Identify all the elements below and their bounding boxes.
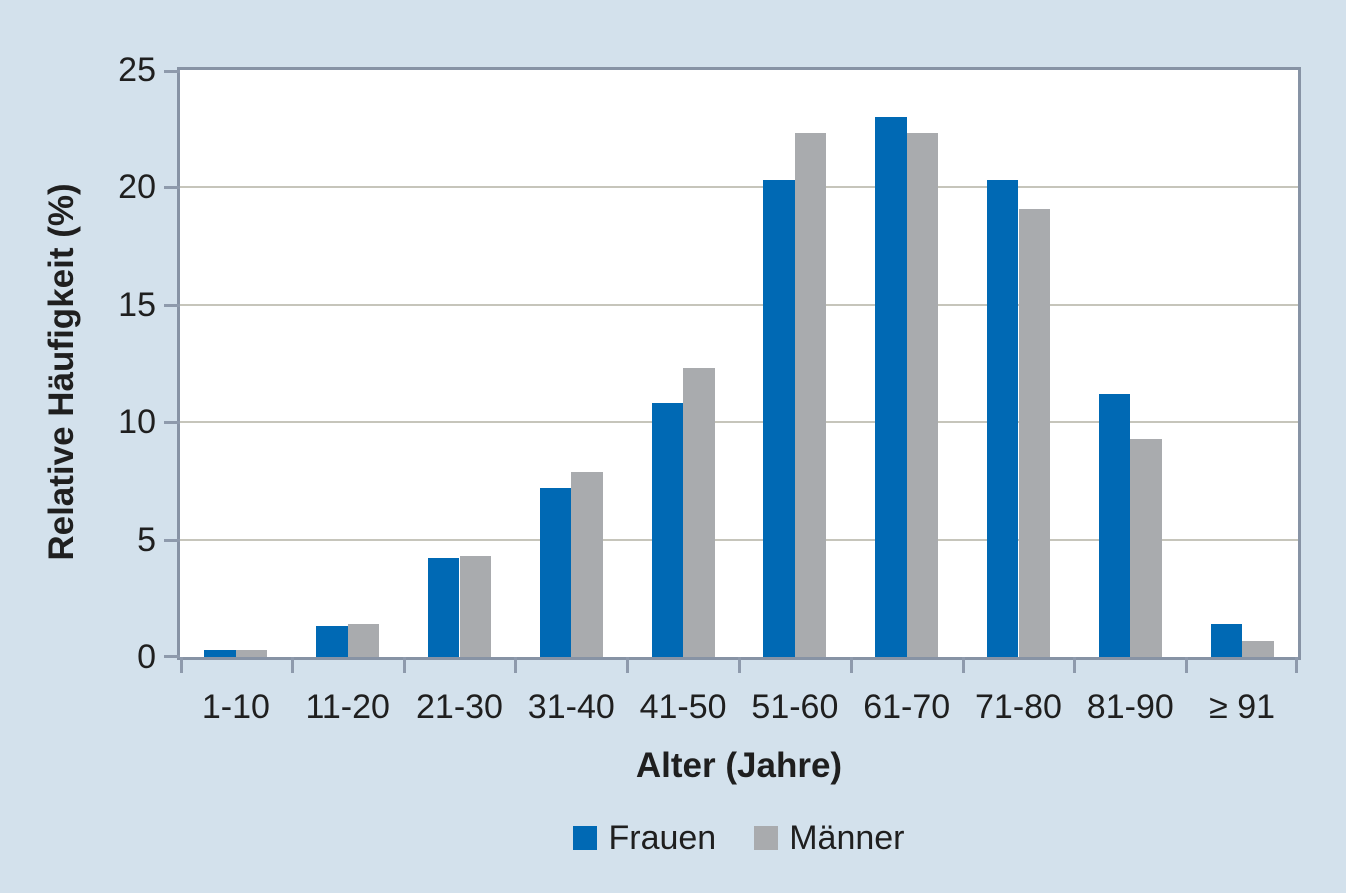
x-tick-label-61-70: 61-70	[863, 688, 951, 726]
y-tick-label-0: 0	[137, 638, 156, 676]
y-tick-label-20: 20	[118, 168, 156, 207]
bar-männer-31-40	[571, 471, 603, 657]
x-tick-label-81-90: 81-90	[1086, 688, 1174, 726]
bar-männer-61-70	[906, 133, 939, 657]
legend-swatch-frauen-icon	[573, 826, 598, 850]
bar-frauen-31-40	[539, 487, 572, 657]
y-tick-label-10: 10	[118, 403, 156, 442]
x-tick-4	[626, 657, 630, 673]
bar-frauen-61-70	[875, 116, 907, 657]
bar-frauen-41-50	[651, 403, 684, 657]
legend-item-maenner: Männer	[754, 816, 905, 860]
gridline-20	[180, 186, 1298, 189]
bar-männer-51-60	[794, 133, 827, 657]
x-tick-8	[1073, 657, 1077, 673]
bar-frauen-21-30	[427, 558, 460, 657]
y-tick-0	[164, 655, 180, 658]
x-axis-title: Alter (Jahre)	[635, 746, 843, 785]
bar-männer-81-90	[1130, 438, 1162, 657]
legend-label-maenner: Männer	[789, 819, 905, 857]
x-tick-3	[514, 657, 518, 673]
x-tick-5	[738, 657, 741, 673]
bar-frauen-11-20	[316, 626, 348, 657]
gridline-10	[180, 421, 1298, 424]
x-tick-2	[402, 657, 406, 673]
legend-label-frauen: Frauen	[608, 819, 717, 857]
gridline-15	[180, 303, 1298, 306]
y-tick-label-25: 25	[118, 51, 156, 89]
plot-area: 0 5 10 15 20 25 1-10 11-20 21-30 31-40 41-50 51-60 6…	[118, 51, 1301, 726]
x-tick-6	[849, 657, 853, 673]
x-tick-label-41-50: 41-50	[639, 688, 727, 726]
x-tick-0	[180, 657, 183, 673]
x-tick-9	[1185, 657, 1189, 673]
y-tick-20	[164, 186, 180, 190]
bar-männer-21-30	[459, 556, 492, 657]
x-tick-1	[290, 657, 294, 673]
x-tick-label-31-40: 31-40	[527, 688, 615, 726]
bar-frauen-≥ 91	[1210, 624, 1243, 657]
x-tick-label-71-80: 71-80	[975, 688, 1062, 726]
gridline-5	[180, 538, 1298, 541]
bar-frauen-1-10	[204, 649, 236, 657]
bar-männer-1-10	[235, 649, 268, 657]
x-tick-10	[1295, 657, 1298, 673]
x-tick-label-51-60: 51-60	[751, 688, 839, 726]
x-tick-label-≥ 91: ≥ 91	[1209, 688, 1276, 726]
legend: Frauen Männer	[180, 814, 1298, 862]
x-tick-label-1-10: 1-10	[201, 688, 270, 726]
bar-frauen-51-60	[763, 180, 795, 657]
y-tick-15	[164, 303, 180, 307]
bar-männer-≥ 91	[1242, 640, 1274, 657]
legend-item-frauen: Frauen	[573, 816, 716, 860]
bar-frauen-81-90	[1098, 394, 1131, 657]
x-tick-7	[961, 657, 965, 673]
bar-männer-41-50	[683, 368, 715, 657]
bar-männer-71-80	[1018, 208, 1051, 657]
x-tick-label-11-20: 11-20	[305, 688, 390, 726]
y-tick-5	[164, 538, 180, 542]
y-tick-label-5: 5	[137, 520, 156, 559]
y-tick-10	[164, 421, 180, 425]
y-tick-label-15: 15	[118, 285, 156, 324]
x-tick-label-21-30: 21-30	[416, 688, 503, 726]
y-tick-25	[164, 70, 180, 73]
bar-frauen-71-80	[986, 180, 1019, 657]
y-axis-title-text: Relative Häufigkeit (%)	[42, 183, 81, 561]
legend-swatch-maenner-icon	[754, 826, 779, 850]
bar-männer-11-20	[347, 624, 380, 657]
